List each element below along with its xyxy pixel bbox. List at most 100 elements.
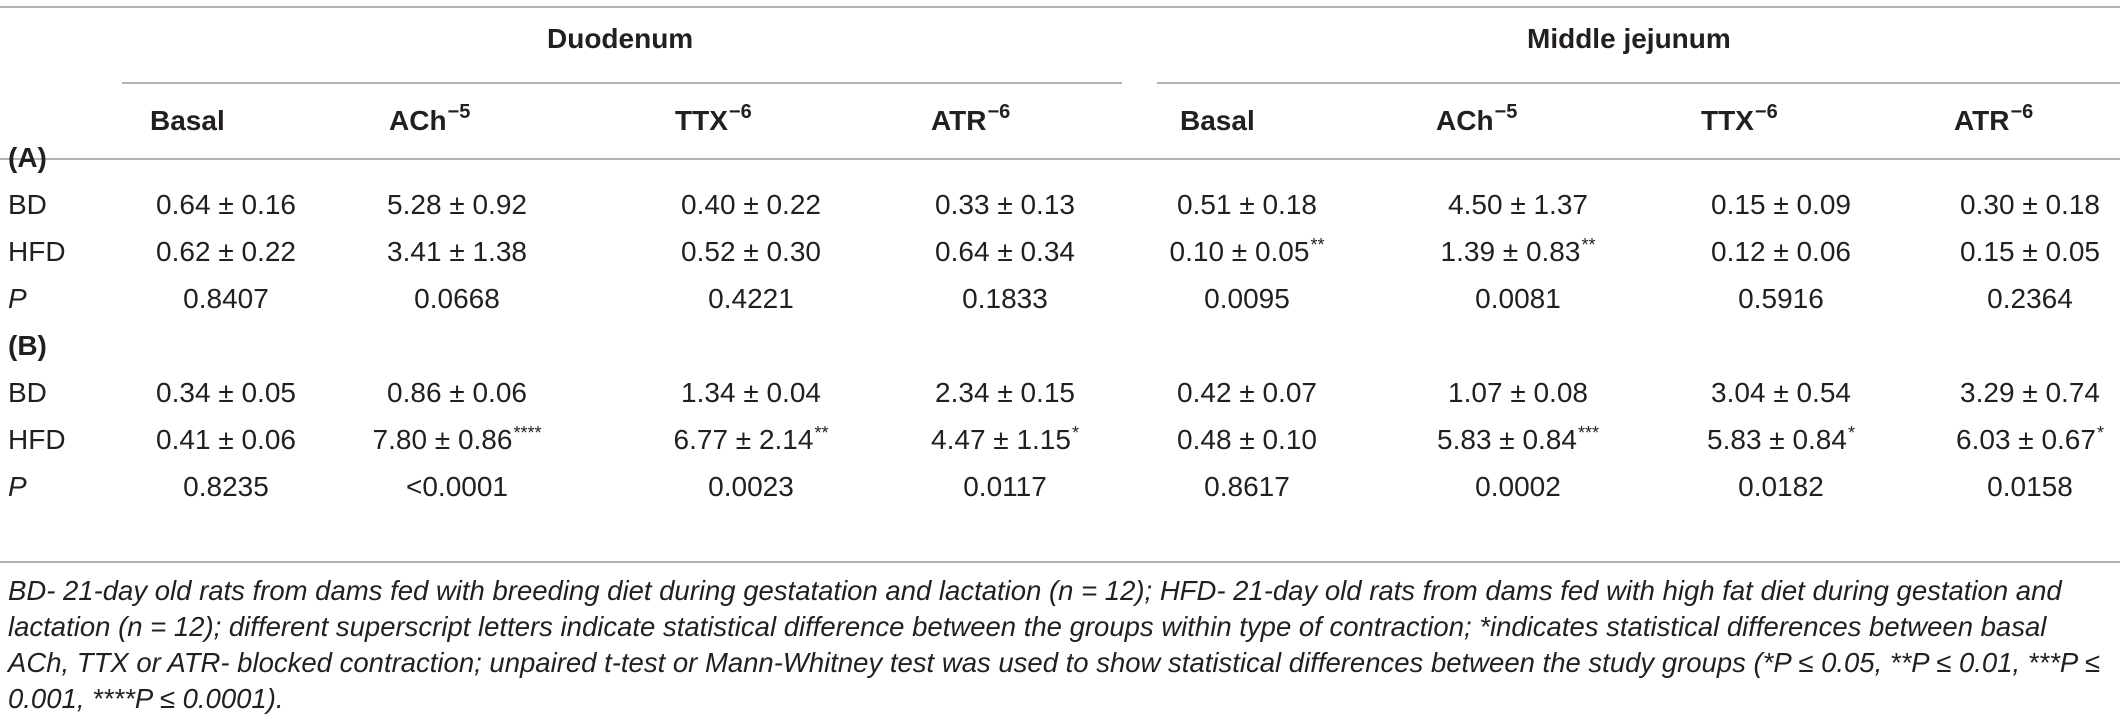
significance-marker: * [2096,423,2104,443]
table-cell: <0.0001 [406,470,508,504]
cell-value: 0.34 ± 0.05 [156,377,296,408]
significance-marker: *** [1577,423,1599,443]
cell-value: 2.34 ± 0.15 [935,377,1075,408]
row-label: BD [8,189,47,220]
cell-value: 5.83 ± 0.84 [1437,424,1577,455]
table-footnote: BD- 21-day old rats from dams fed with b… [8,575,2100,714]
table-cell: 0.42 ± 0.07 [1177,376,1317,410]
table-cell: 0.0095 [1204,282,1290,316]
table-cell: 1.07 ± 0.08 [1448,376,1588,410]
cell-value: 1.39 ± 0.83 [1440,236,1581,267]
table-cell: 0.5916 [1738,282,1824,316]
table-bottom-rule [0,561,2120,563]
significance-marker: ** [814,423,829,443]
significance-marker: * [1071,423,1079,443]
column-header-exponent: −5 [1494,101,1518,123]
cell-value: 3.04 ± 0.54 [1711,377,1851,408]
column-header: ATR−6 [1954,101,2033,141]
column-header: TTX−6 [675,101,752,141]
column-header-label: ATR [931,105,987,136]
table-cell: 0.1833 [962,282,1048,316]
cell-value: 6.03 ± 0.67 [1956,424,2096,455]
section-label: (A) [8,142,47,173]
column-header: Basal [150,104,225,138]
column-header-label: ACh [389,105,447,136]
cell-value: 0.64 ± 0.34 [935,236,1075,267]
section-label: (B) [8,330,47,361]
cell-value: 3.29 ± 0.74 [1960,377,2100,408]
column-header: ATR−6 [931,101,1011,141]
table-cell: 0.0668 [414,282,500,316]
table-cell: 1.39 ± 0.83** [1441,235,1596,272]
cell-value: 0.8617 [1204,471,1290,502]
cell-value: 6.77 ± 2.14 [673,424,814,455]
table-cell: 0.8235 [183,470,269,504]
table-cell: 0.0117 [963,470,1047,504]
table-cell: 4.47 ± 1.15* [931,423,1079,460]
cell-value: 4.47 ± 1.15 [931,424,1071,455]
cell-value: 0.0117 [963,471,1047,502]
row-label: P [8,283,27,314]
duodenum-group-rule [122,82,1122,84]
cell-value: 0.0668 [414,283,500,314]
table-cell: 2.34 ± 0.15 [935,376,1075,410]
table-cell: 0.0023 [708,470,794,504]
table-cell: 3.41 ± 1.38 [387,235,527,269]
column-header-label: ACh [1436,105,1494,136]
cell-value: 0.0002 [1475,471,1561,502]
column-header: TTX−6 [1701,101,1778,141]
table-cell: 0.2364 [1987,282,2073,316]
table-cell: 0.34 ± 0.05 [156,376,296,410]
cell-value: 0.1833 [962,283,1048,314]
cell-value: 0.52 ± 0.30 [681,236,821,267]
table-cell: 0.0158 [1987,470,2073,504]
table-cell: 0.12 ± 0.06 [1711,235,1851,269]
table-cell: 1.34 ± 0.04 [681,376,821,410]
table-cell: 3.29 ± 0.74 [1960,376,2100,410]
table-cell: 0.10 ± 0.05** [1170,235,1325,272]
table-cell: 0.33 ± 0.13 [935,188,1075,222]
cell-value: 5.83 ± 0.84 [1707,424,1847,455]
table-cell: 6.77 ± 2.14** [674,423,829,460]
table-cell: 0.8407 [183,282,269,316]
header-bottom-rule [0,158,2120,160]
column-header-exponent: −6 [1754,101,1778,123]
cell-value: 0.41 ± 0.06 [156,424,296,455]
cell-value: 0.42 ± 0.07 [1177,377,1317,408]
column-header: ACh−5 [1436,101,1518,141]
significance-marker: * [1847,423,1855,443]
column-header-exponent: −5 [447,101,471,123]
table-cell: 0.30 ± 0.18 [1960,188,2100,222]
cell-value: <0.0001 [406,471,508,502]
table-cell: 0.15 ± 0.05 [1960,235,2100,269]
table-cell: 0.15 ± 0.09 [1711,188,1851,222]
significance-marker: ** [1310,235,1325,255]
cell-value: 4.50 ± 1.37 [1448,189,1588,220]
table-cell: 5.28 ± 0.92 [387,188,527,222]
table-cell: 0.0002 [1475,470,1561,504]
table-cell: 0.52 ± 0.30 [681,235,821,269]
cell-value: 0.0023 [708,471,794,502]
cell-value: 1.07 ± 0.08 [1448,377,1588,408]
table-cell: 0.0182 [1738,470,1824,504]
table-top-rule [0,6,2120,8]
cell-value: 0.64 ± 0.16 [156,189,296,220]
table-cell: 0.4221 [708,282,794,316]
cell-value: 0.33 ± 0.13 [935,189,1075,220]
cell-value: 0.51 ± 0.18 [1177,189,1317,220]
table-cell: 0.86 ± 0.06 [387,376,527,410]
cell-value: 0.15 ± 0.05 [1960,236,2100,267]
column-header: Basal [1180,104,1255,138]
column-header-label: TTX [1701,105,1754,136]
group-header-middle-jejunum: Middle jejunum [1527,23,1731,54]
column-header-exponent: −6 [987,101,1011,123]
table-cell: 5.83 ± 0.84* [1707,423,1855,460]
table-cell: 0.41 ± 0.06 [156,423,296,457]
cell-value: 0.8235 [183,471,269,502]
cell-value: 0.4221 [708,283,794,314]
column-header-label: Basal [1180,105,1255,136]
column-header-label: ATR [1954,105,2010,136]
cell-value: 0.86 ± 0.06 [387,377,527,408]
row-label: BD [8,377,47,408]
table-cell: 0.40 ± 0.22 [681,188,821,222]
